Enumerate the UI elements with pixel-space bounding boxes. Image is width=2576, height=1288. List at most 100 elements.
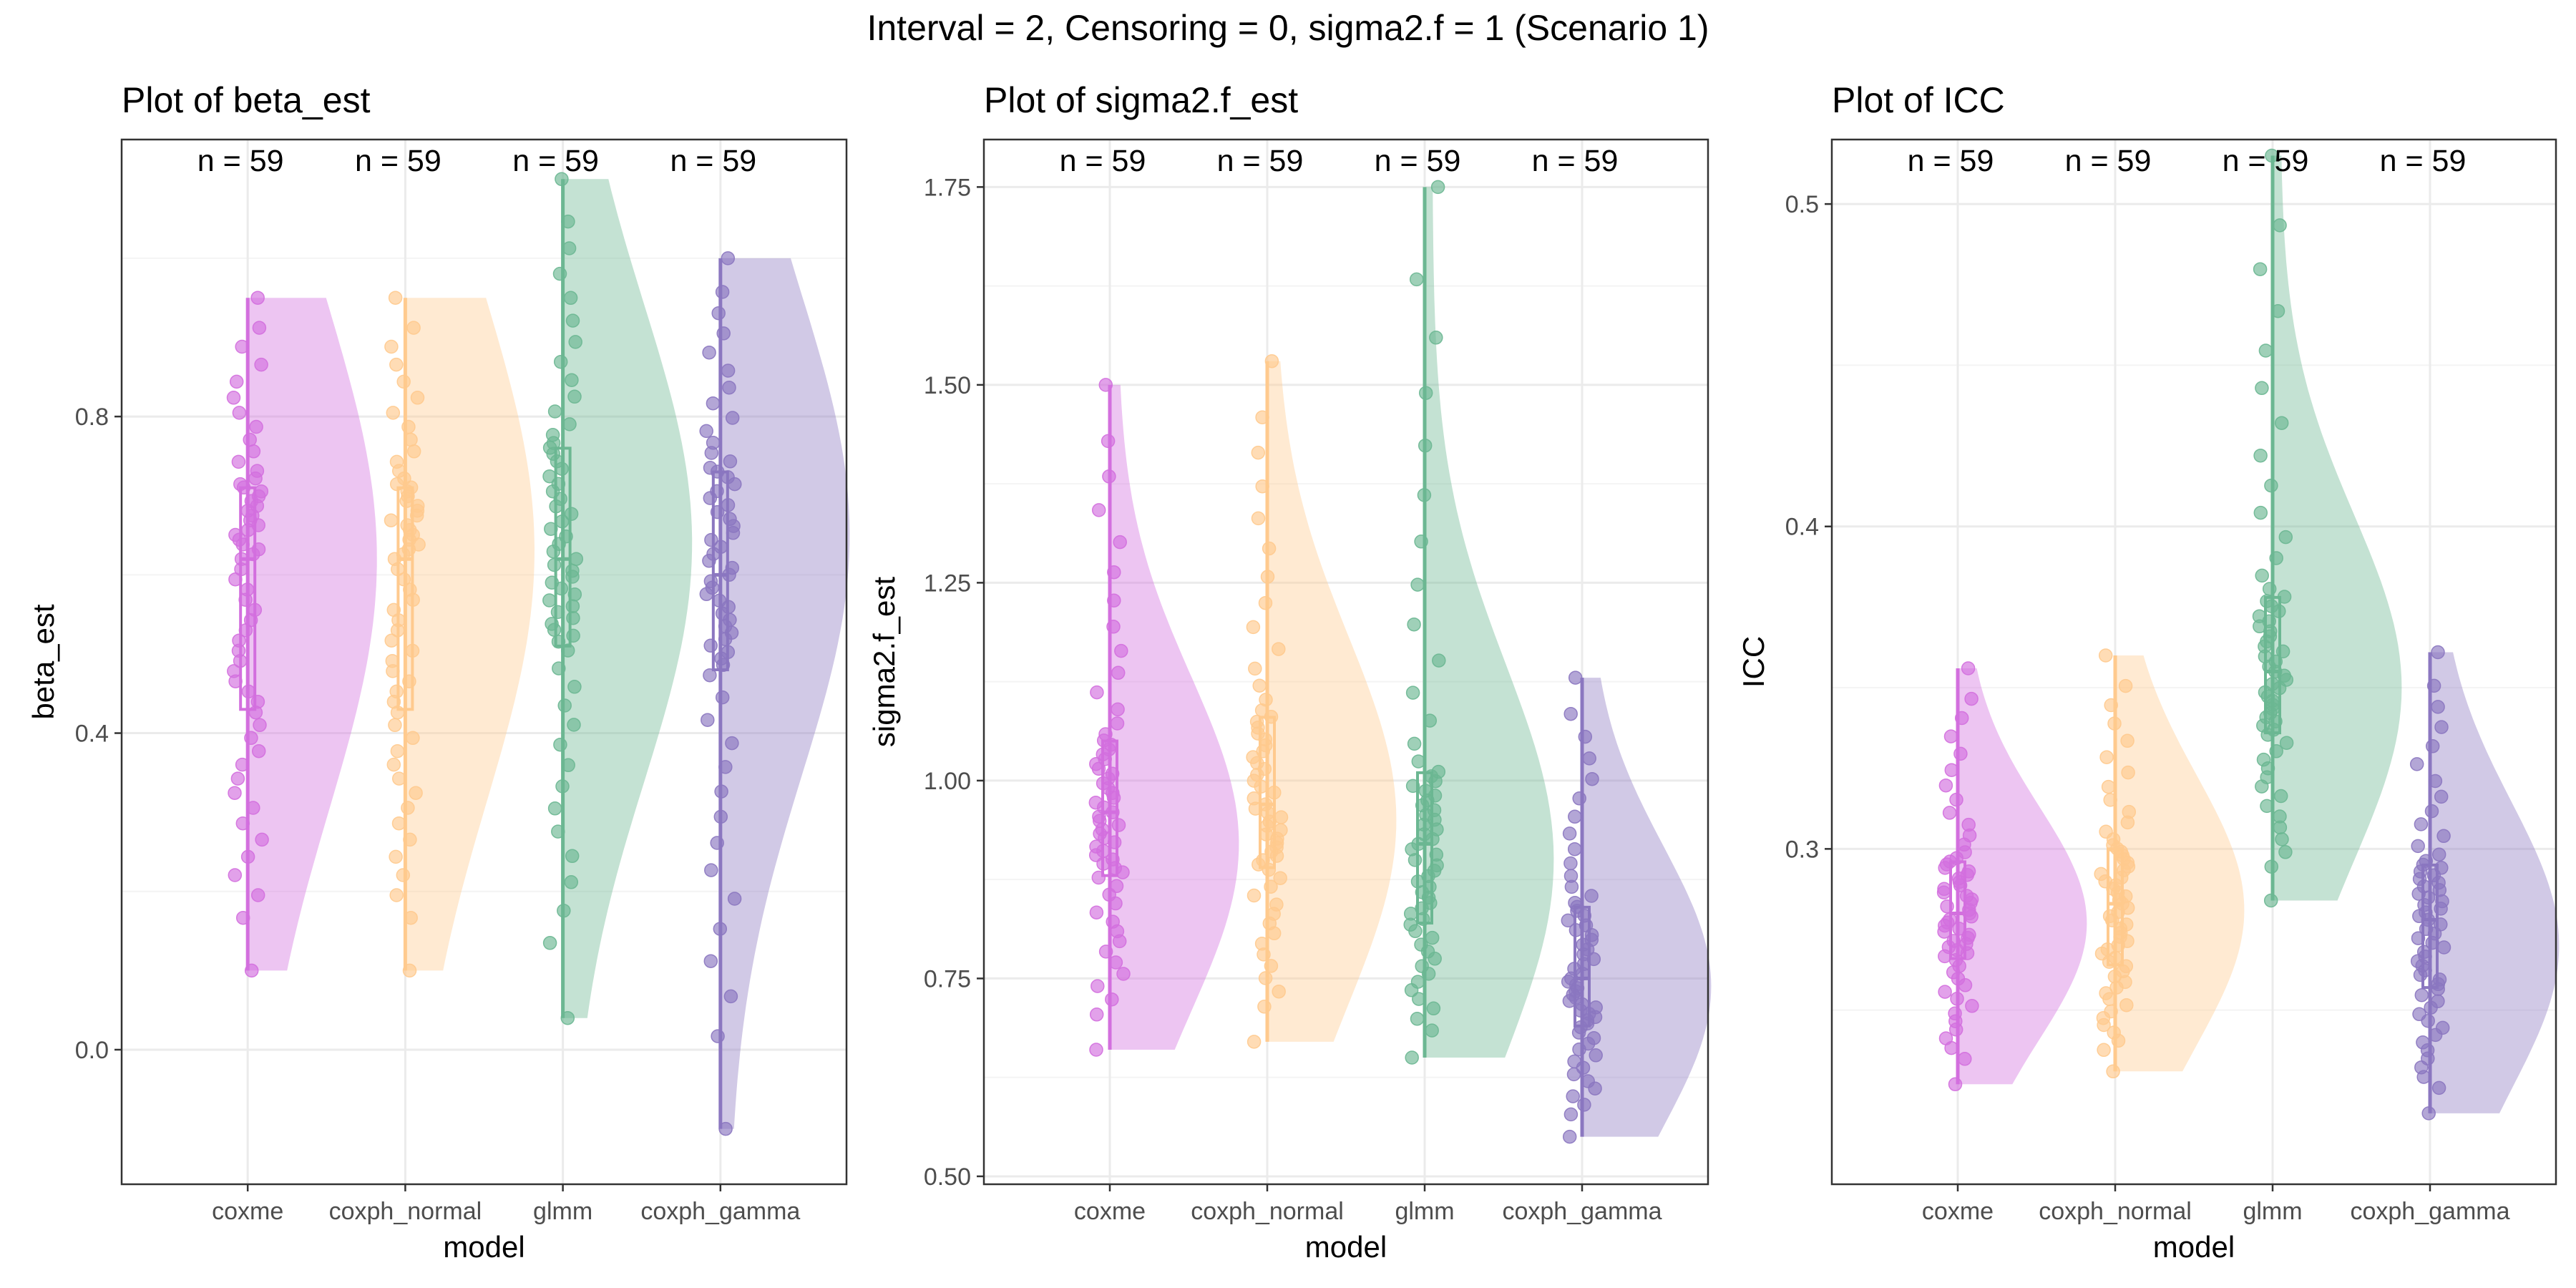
- point-glmm: [566, 628, 580, 643]
- point-coxph_gamma: [1568, 809, 1582, 824]
- point-coxme: [229, 374, 244, 389]
- series-coxme: [226, 291, 377, 978]
- point-glmm: [1414, 535, 1428, 549]
- point-coxph_normal: [390, 743, 405, 758]
- point-coxph_gamma: [1586, 1030, 1601, 1045]
- y-tick-label: 0.8: [75, 404, 109, 431]
- series-coxme: [1936, 661, 2087, 1092]
- point-coxph_gamma: [711, 1029, 725, 1043]
- series-coxph_gamma: [2409, 645, 2560, 1121]
- point-glmm: [2253, 448, 2268, 463]
- point-glmm: [567, 389, 582, 404]
- point-coxme: [1111, 818, 1126, 832]
- point-coxph_normal: [386, 757, 401, 772]
- x-tick-label-coxph_normal: coxph_normal: [2039, 1198, 2192, 1225]
- point-glmm: [545, 428, 560, 442]
- point-coxph_gamma: [2421, 1106, 2436, 1121]
- violin-coxme: [248, 298, 377, 971]
- point-coxph_normal: [402, 963, 417, 978]
- point-coxme: [1965, 999, 1979, 1013]
- point-coxph_normal: [1251, 445, 1266, 460]
- point-coxph_normal: [386, 602, 401, 618]
- point-coxme: [1098, 378, 1113, 392]
- point-coxph_normal: [2118, 678, 2133, 693]
- point-coxph_gamma: [2414, 987, 2429, 1002]
- point-coxme: [1943, 912, 1957, 927]
- point-coxph_gamma: [1582, 751, 1596, 766]
- point-coxph_gamma: [721, 498, 736, 512]
- panel-1: n = 59 n = 59 n = 59 n = 59 0.0 0.4 0.8 coxme co…: [26, 80, 850, 1264]
- point-glmm: [1409, 272, 1424, 287]
- y-tick-label: 1.00: [924, 768, 971, 795]
- point-coxph_normal: [2094, 867, 2108, 882]
- point-glmm: [2270, 303, 2285, 318]
- point-glmm: [2253, 262, 2268, 276]
- point-glmm: [560, 1010, 575, 1025]
- point-glmm: [1415, 959, 1429, 973]
- point-coxme: [251, 743, 266, 758]
- y-tick-label: 0.4: [1785, 514, 1819, 541]
- panel-2: n = 59 n = 59 n = 59 n = 59 0.50 0.75 1.00 1.25…: [867, 80, 1712, 1264]
- point-glmm: [2278, 530, 2293, 545]
- series-coxph_normal: [384, 291, 535, 978]
- violin-coxme: [1110, 384, 1239, 1050]
- point-coxph_normal: [2106, 1064, 2120, 1079]
- violin-coxph_gamma: [2430, 652, 2560, 1113]
- point-coxme: [227, 664, 241, 678]
- point-glmm: [551, 824, 565, 839]
- count-label-coxme: n = 59: [1060, 144, 1146, 178]
- point-glmm: [545, 575, 560, 590]
- panels: n = 59 n = 59 n = 59 n = 59 0.0 0.4 0.8 coxme co…: [26, 80, 2560, 1264]
- point-coxph_gamma: [1563, 856, 1578, 871]
- y-tick-label: 0.4: [75, 721, 109, 748]
- point-glmm: [1429, 847, 1444, 862]
- y-axis-label: ICC: [1737, 636, 1770, 688]
- x-tick-label-coxph_normal: coxph_normal: [1191, 1198, 1344, 1225]
- point-coxph_normal: [401, 419, 416, 434]
- point-coxph_gamma: [2412, 1007, 2426, 1022]
- point-coxph_normal: [1251, 511, 1266, 526]
- point-coxme: [250, 464, 265, 478]
- point-coxme: [250, 694, 265, 709]
- point-coxme: [1961, 817, 1976, 832]
- point-glmm: [568, 335, 582, 349]
- point-glmm: [557, 903, 571, 918]
- point-coxph_normal: [1258, 595, 1273, 610]
- series-coxph_gamma: [699, 251, 850, 1136]
- point-glmm: [547, 557, 562, 572]
- point-coxme: [1089, 905, 1104, 919]
- point-coxme: [252, 321, 267, 335]
- point-glmm: [1405, 686, 1420, 700]
- point-glmm: [1432, 653, 1446, 668]
- point-coxme: [1106, 620, 1121, 634]
- point-coxph_gamma: [2436, 940, 2451, 955]
- point-coxme: [1944, 763, 1959, 777]
- count-label-coxph_gamma: n = 59: [2380, 144, 2467, 178]
- point-glmm: [553, 737, 567, 752]
- point-coxph_gamma: [1563, 1107, 1579, 1122]
- point-coxph_gamma: [1561, 913, 1576, 928]
- point-glmm: [2269, 744, 2283, 758]
- point-glmm: [2262, 582, 2277, 596]
- point-coxme: [1114, 643, 1128, 658]
- point-coxme: [1089, 1008, 1104, 1022]
- point-coxph_normal: [1246, 791, 1262, 806]
- point-coxme: [1090, 685, 1104, 700]
- point-coxph_normal: [2107, 716, 2122, 731]
- point-coxph_normal: [2098, 648, 2113, 663]
- point-coxph_normal: [389, 357, 404, 372]
- point-glmm: [2279, 736, 2294, 750]
- point-glmm: [2260, 594, 2274, 608]
- point-coxph_gamma: [718, 1121, 733, 1136]
- violin-glmm: [562, 179, 693, 1018]
- point-coxph_gamma: [716, 326, 731, 341]
- point-coxph_normal: [1274, 810, 1289, 824]
- violin-coxph_normal: [1267, 361, 1397, 1042]
- violin-coxph_gamma: [720, 258, 850, 1129]
- x-tick-label-coxph_normal: coxph_normal: [329, 1198, 482, 1225]
- point-coxph_gamma: [710, 484, 724, 499]
- point-glmm: [2274, 416, 2289, 430]
- point-coxph_gamma: [2436, 829, 2451, 844]
- point-coxph_normal: [384, 339, 399, 354]
- count-label-coxph_gamma: n = 59: [670, 144, 756, 178]
